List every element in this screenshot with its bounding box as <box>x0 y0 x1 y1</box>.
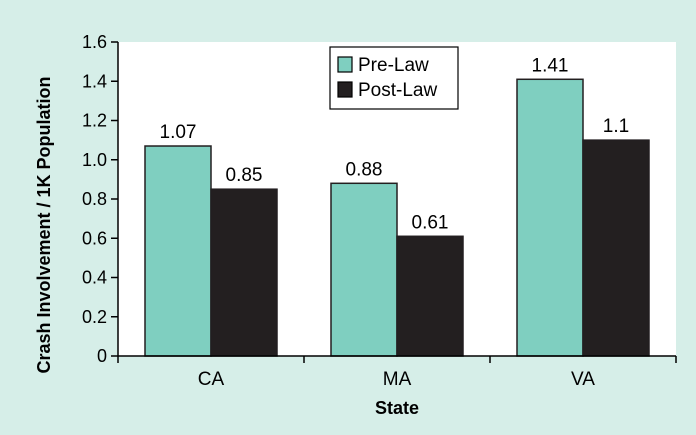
x-axis-ticks: CA MA VA <box>118 356 676 390</box>
y-tick-label: 0.8 <box>82 189 107 209</box>
y-axis-ticks: 0 0.2 0.4 0.6 0.8 1.0 1.2 1.4 1.6 <box>82 32 118 366</box>
y-tick-label: 0 <box>97 346 107 366</box>
legend: Pre-Law Post-Law <box>330 47 458 109</box>
y-tick-label: 0.4 <box>82 268 107 288</box>
x-axis-title: State <box>375 398 419 418</box>
bar-post-law-ca <box>211 189 277 356</box>
bar-post-law-va <box>583 140 649 356</box>
bar-pre-law-ca <box>145 146 211 356</box>
y-tick-label: 1.4 <box>82 71 107 91</box>
legend-swatch <box>338 82 352 97</box>
bar-pre-law-va <box>517 79 583 356</box>
y-tick-label: 1.2 <box>82 111 107 131</box>
x-tick-label: CA <box>198 369 225 390</box>
legend-swatch <box>338 57 352 72</box>
data-label: 0.85 <box>226 165 263 186</box>
bar-pre-law-ma <box>331 183 397 356</box>
y-axis-title: Crash Involvement / 1K Population <box>34 76 54 373</box>
data-label: 1.07 <box>160 122 197 143</box>
x-tick-label: MA <box>383 369 412 390</box>
data-label: 1.1 <box>603 116 629 137</box>
y-tick-label: 0.6 <box>82 228 107 248</box>
data-label: 1.41 <box>532 55 569 76</box>
data-label: 0.61 <box>412 212 449 233</box>
y-tick-label: 1.0 <box>82 150 107 170</box>
y-tick-label: 0.2 <box>82 307 107 327</box>
legend-label: Pre-Law <box>358 55 429 76</box>
x-tick-label: VA <box>571 369 595 390</box>
bar-post-law-ma <box>397 236 463 356</box>
data-label: 0.88 <box>346 159 383 180</box>
y-tick-label: 1.6 <box>82 32 107 52</box>
legend-label: Post-Law <box>358 80 437 101</box>
